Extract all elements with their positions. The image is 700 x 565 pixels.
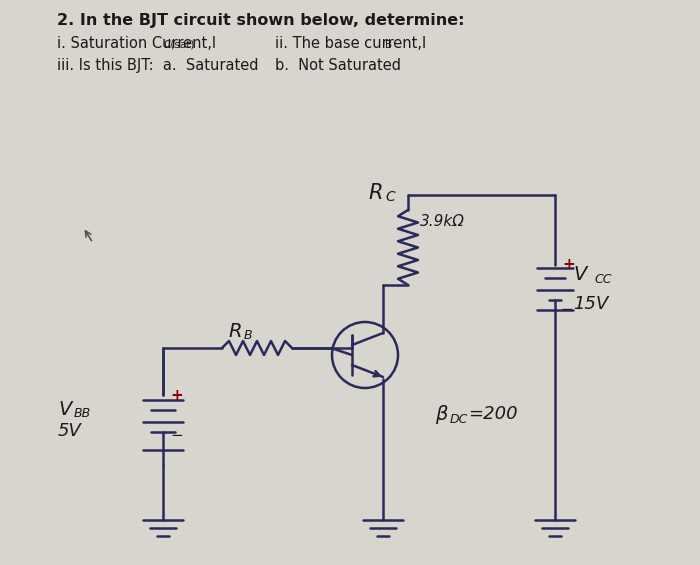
Text: i. Saturation Current,I: i. Saturation Current,I	[57, 36, 216, 51]
Text: B: B	[385, 40, 392, 50]
Text: iii. Is this BJT:  a.  Saturated: iii. Is this BJT: a. Saturated	[57, 58, 258, 73]
Text: C(sat): C(sat)	[163, 40, 195, 50]
Text: B: B	[244, 329, 253, 342]
Text: −: −	[170, 428, 183, 443]
Text: ii. The base current,I: ii. The base current,I	[275, 36, 426, 51]
Text: BB: BB	[74, 407, 91, 420]
Text: CC: CC	[594, 273, 612, 286]
Text: C: C	[385, 190, 395, 204]
Text: +: +	[562, 257, 575, 272]
Text: +: +	[170, 388, 183, 403]
Text: 5V: 5V	[58, 422, 82, 440]
Text: V: V	[58, 400, 71, 419]
Text: R: R	[368, 183, 382, 203]
Text: β: β	[435, 405, 447, 424]
Text: b.  Not Saturated: b. Not Saturated	[275, 58, 401, 73]
Text: =200: =200	[468, 405, 517, 423]
Text: 3.9kΩ: 3.9kΩ	[420, 214, 465, 229]
Text: R: R	[228, 322, 242, 341]
Text: DC: DC	[450, 413, 468, 426]
Text: V: V	[573, 265, 587, 284]
Text: 15V: 15V	[573, 295, 608, 313]
Text: 2. In the BJT circuit shown below, determine:: 2. In the BJT circuit shown below, deter…	[57, 13, 465, 28]
Text: −: −	[560, 302, 573, 317]
